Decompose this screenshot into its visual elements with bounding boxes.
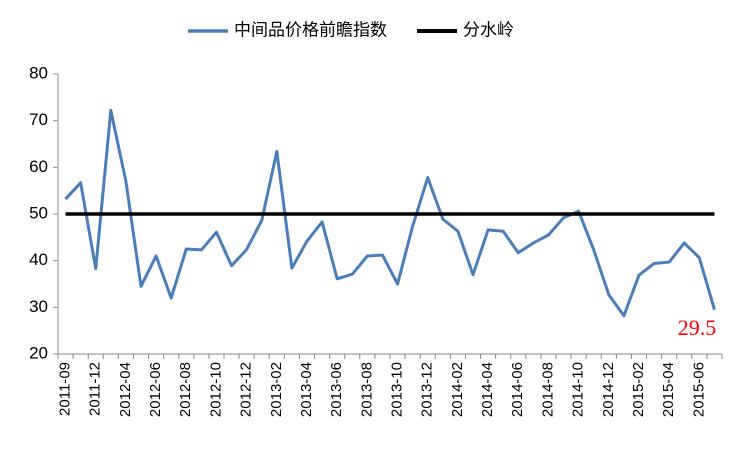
y-tick-label: 50 [29,203,48,222]
x-tick-label: 2014-12 [600,362,617,417]
x-tick-label: 2012-04 [117,362,134,417]
x-tick-label: 2015-06 [690,362,707,417]
x-tick-label: 2014-04 [479,362,496,417]
x-tick-label: 2014-02 [449,362,466,417]
x-tick-label: 2012-08 [177,362,194,417]
x-tick-label: 2013-12 [419,362,436,417]
y-tick-label: 70 [29,110,48,129]
x-tick-label: 2015-02 [630,362,647,417]
x-tick-label: 2013-02 [268,362,285,417]
y-tick-label: 30 [29,297,48,316]
series-line [64,108,716,318]
x-tick-label: 2012-10 [207,362,224,417]
y-tick-label: 40 [29,250,48,269]
x-tick-label: 2011-09 [57,362,74,416]
x-tick-label: 2013-10 [389,362,406,417]
y-tick-label: 60 [29,157,48,176]
x-tick-label: 2012-12 [238,362,255,417]
x-tick-label: 2012-06 [147,362,164,417]
x-tick-label: 2013-06 [328,362,345,417]
x-tick-label: 2013-04 [298,362,315,417]
data-label: 29.5 [678,315,717,340]
y-tick-label: 20 [29,343,48,362]
legend-label: 中间品价格前瞻指数 [234,20,387,39]
legend-label: 分水岭 [463,20,514,39]
x-tick-label: 2011-12 [87,362,104,416]
x-tick-label: 2014-06 [509,362,526,417]
y-tick-label: 80 [29,63,48,82]
x-tick-label: 2014-10 [570,362,587,417]
x-tick-label: 2013-08 [358,362,375,417]
x-tick-label: 2015-04 [660,362,677,417]
x-tick-label: 2014-08 [539,362,556,417]
